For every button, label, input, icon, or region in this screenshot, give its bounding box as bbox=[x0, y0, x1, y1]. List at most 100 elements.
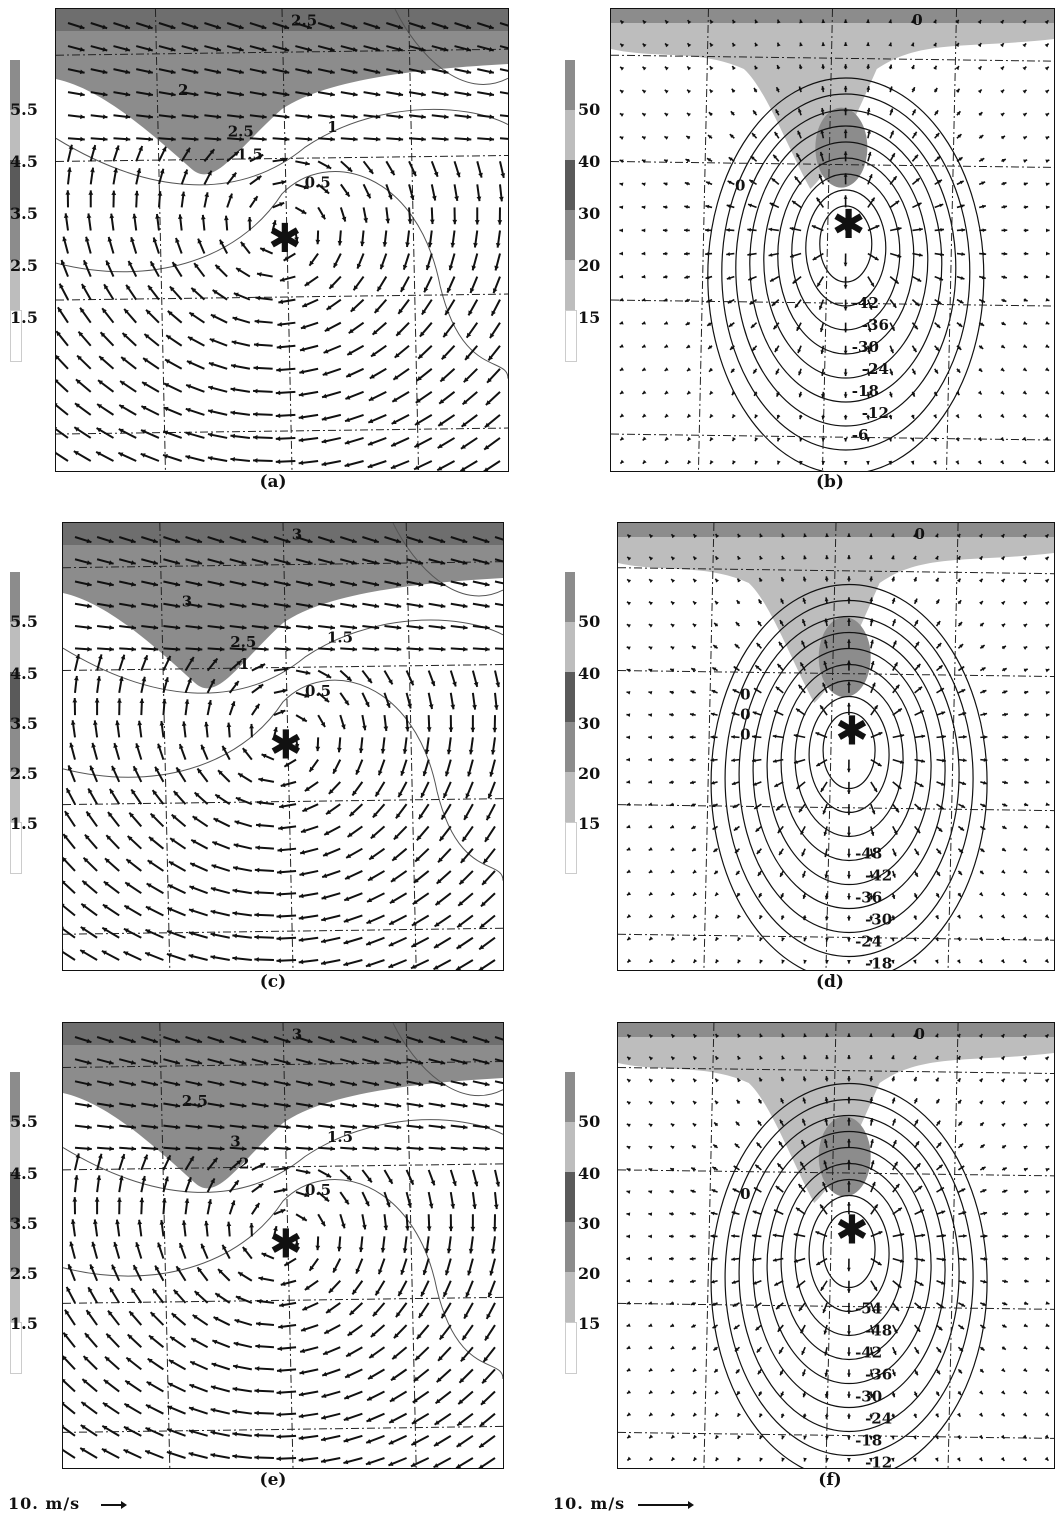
wind-arrowhead bbox=[63, 1355, 67, 1361]
wind-arrowhead bbox=[484, 538, 490, 544]
wind-arrowhead bbox=[754, 460, 759, 465]
wind-arrowhead bbox=[935, 893, 940, 898]
wind-arrowhead bbox=[847, 1180, 851, 1185]
wind-arrowhead bbox=[84, 236, 90, 242]
colorbar-left-a bbox=[10, 60, 22, 362]
wind-arrowhead bbox=[956, 914, 961, 919]
wind-arrowhead bbox=[163, 430, 169, 436]
colorbar-segment bbox=[10, 310, 22, 362]
wind-arrowhead bbox=[493, 1204, 499, 1210]
wind-arrowhead bbox=[627, 936, 632, 941]
wind-arrowhead bbox=[705, 275, 710, 280]
wind-arrowhead bbox=[167, 1428, 173, 1433]
wind-arrowhead bbox=[216, 136, 222, 142]
wind-arrowhead bbox=[710, 780, 715, 785]
wind-arrowhead bbox=[479, 1464, 484, 1468]
wind-arrowhead bbox=[443, 792, 448, 798]
wind-arrowhead bbox=[374, 646, 380, 652]
wind-arrowhead bbox=[846, 702, 851, 707]
wind-arrowhead bbox=[1024, 251, 1029, 256]
storm-center-icon: ✱ bbox=[268, 216, 302, 262]
wind-arrowhead bbox=[63, 1447, 64, 1449]
wind-arrowhead bbox=[1045, 668, 1050, 673]
wind-arrowhead bbox=[89, 765, 95, 771]
wind-arrowhead bbox=[487, 793, 493, 799]
wind-arrowhead bbox=[167, 1405, 173, 1411]
wind-arrowhead bbox=[627, 534, 632, 539]
wind-arrowhead bbox=[123, 928, 129, 933]
wind-arrowhead bbox=[148, 91, 153, 97]
wind-arrowhead bbox=[494, 265, 499, 271]
contour-label: 2 bbox=[178, 81, 188, 99]
wind-arrowhead bbox=[942, 1233, 946, 1238]
wind-arrowhead bbox=[979, 601, 983, 605]
wind-arrowhead bbox=[648, 668, 653, 673]
wind-arrowhead bbox=[759, 1077, 763, 1082]
wind-arrowhead bbox=[87, 1124, 92, 1130]
wind-arrowhead bbox=[797, 130, 801, 135]
wind-arrowhead bbox=[715, 578, 720, 583]
wind-arrowhead bbox=[1045, 690, 1050, 695]
contour-label: 0 bbox=[740, 725, 750, 743]
contour-label: 3 bbox=[182, 593, 192, 611]
wind-arrowhead bbox=[756, 850, 761, 854]
wind-arrowhead bbox=[98, 654, 103, 660]
wind-arrowhead bbox=[307, 114, 313, 120]
wind-arrowhead bbox=[962, 712, 967, 716]
wind-arrowhead bbox=[207, 432, 213, 438]
grid-parallel bbox=[63, 798, 503, 806]
wind-arrowhead bbox=[1044, 459, 1049, 464]
wind-arrowhead bbox=[801, 1140, 805, 1145]
wind-arrowhead bbox=[825, 555, 829, 559]
wind-arrowhead bbox=[333, 1267, 338, 1273]
wind-arrowhead bbox=[412, 899, 418, 905]
wind-arrowhead bbox=[301, 1327, 306, 1332]
wind-arrowhead bbox=[329, 69, 335, 75]
wind-arrowhead bbox=[276, 869, 282, 875]
wind-arrowhead bbox=[736, 1099, 741, 1104]
wind-arrowhead bbox=[285, 603, 291, 609]
wind-arrowhead bbox=[352, 646, 358, 652]
wind-arrowhead bbox=[175, 1124, 181, 1130]
wind-arrowhead bbox=[69, 1241, 74, 1247]
wind-arrowhead bbox=[164, 383, 170, 388]
wind-arrowhead bbox=[367, 897, 373, 903]
wind-arrowhead bbox=[664, 390, 669, 395]
wind-arrowhead bbox=[750, 156, 755, 160]
wind-arrowhead bbox=[889, 86, 893, 91]
wind-arrowhead bbox=[329, 581, 335, 587]
wind-arrowhead bbox=[130, 538, 136, 544]
wind-arrowhead bbox=[260, 1163, 266, 1168]
wind-arrowhead bbox=[412, 1398, 418, 1403]
wind-arrowhead bbox=[796, 326, 801, 331]
wind-arrowhead bbox=[125, 136, 131, 142]
wind-arrowhead bbox=[1044, 914, 1049, 918]
wind-arrowhead bbox=[298, 937, 304, 943]
wind-arrowhead bbox=[1023, 1345, 1028, 1350]
wind-arrowhead bbox=[769, 202, 774, 207]
wind-arrowhead bbox=[344, 462, 350, 468]
wind-arrowhead bbox=[396, 581, 402, 587]
wind-arrowhead bbox=[1000, 1390, 1005, 1394]
wind-arrowhead bbox=[1000, 601, 1005, 606]
wind-arrowhead bbox=[366, 919, 372, 924]
wind-arrowhead bbox=[934, 1033, 939, 1038]
wind-arrowhead bbox=[1045, 780, 1050, 784]
wind-arrowhead bbox=[820, 705, 824, 710]
wind-arrowhead bbox=[873, 1286, 878, 1291]
wind-arrowhead bbox=[405, 726, 410, 732]
wind-arrowhead bbox=[375, 24, 380, 30]
wind-arrowhead bbox=[400, 1269, 405, 1275]
wind-arrowhead bbox=[487, 1292, 493, 1298]
wind-arrowhead bbox=[649, 1390, 653, 1394]
wind-arrowhead bbox=[710, 436, 714, 441]
wind-arrowhead bbox=[686, 344, 691, 349]
wind-arrowhead bbox=[935, 133, 940, 137]
wind-arrowhead bbox=[707, 158, 712, 162]
wind-arrowhead bbox=[981, 204, 986, 209]
wind-arrowhead bbox=[870, 1139, 874, 1144]
wind-arrowhead bbox=[669, 713, 674, 717]
wind-arrowhead bbox=[1024, 274, 1029, 279]
wind-arrowhead bbox=[273, 727, 278, 732]
wind-arrowhead bbox=[435, 1398, 441, 1404]
